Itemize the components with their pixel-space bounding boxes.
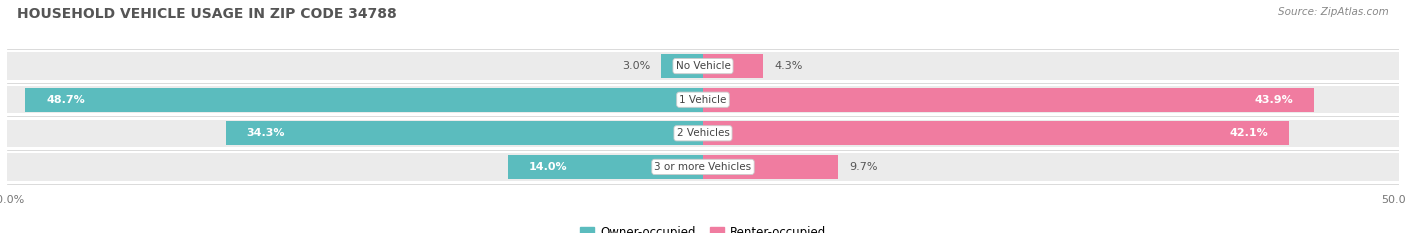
Bar [7,120,1399,147]
Bar [225,121,703,145]
Bar [508,155,703,179]
Text: 2 Vehicles: 2 Vehicles [676,128,730,138]
Text: 3.0%: 3.0% [621,61,650,71]
Bar [703,121,1289,145]
Text: Source: ZipAtlas.com: Source: ZipAtlas.com [1278,7,1389,17]
Text: 3 or more Vehicles: 3 or more Vehicles [654,162,752,172]
Text: 4.3%: 4.3% [773,61,803,71]
Bar [7,52,1399,80]
Bar [703,54,763,78]
Bar [7,153,1399,181]
Bar [25,88,703,112]
Text: 1 Vehicle: 1 Vehicle [679,95,727,105]
Bar [703,155,838,179]
Text: 14.0%: 14.0% [529,162,568,172]
Text: 9.7%: 9.7% [849,162,877,172]
Text: 48.7%: 48.7% [46,95,84,105]
Text: No Vehicle: No Vehicle [675,61,731,71]
Text: 43.9%: 43.9% [1254,95,1294,105]
Bar [7,86,1399,113]
Bar [703,88,1315,112]
Text: 34.3%: 34.3% [246,128,285,138]
Text: 42.1%: 42.1% [1229,128,1268,138]
Legend: Owner-occupied, Renter-occupied: Owner-occupied, Renter-occupied [578,224,828,233]
Text: HOUSEHOLD VEHICLE USAGE IN ZIP CODE 34788: HOUSEHOLD VEHICLE USAGE IN ZIP CODE 3478… [17,7,396,21]
Bar [661,54,703,78]
